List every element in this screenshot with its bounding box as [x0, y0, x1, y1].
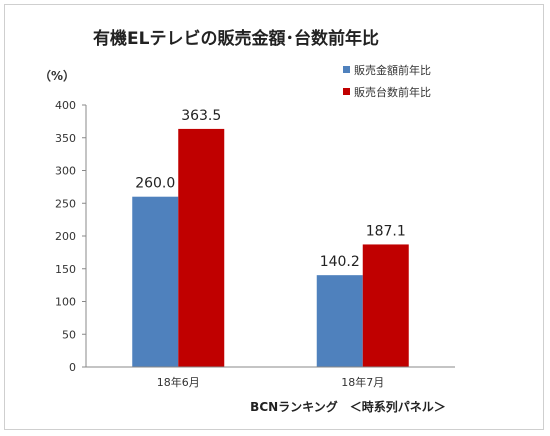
- y-tick-label: 350: [55, 132, 76, 145]
- bar-sales-amount-1: [132, 196, 179, 367]
- bar-sales-amount-2: [316, 275, 363, 367]
- legend-swatch: [343, 88, 350, 95]
- data-label: 187.1: [366, 223, 406, 239]
- bar-unit-sales-2: [362, 244, 409, 367]
- data-label: 140.2: [320, 254, 360, 270]
- data-labels: 260.0 363.5 140.2 187.1: [135, 108, 406, 270]
- legend-label: 販売金額前年比: [354, 63, 431, 77]
- chart-title: 有機ELテレビの販売金額･台数前年比: [93, 28, 379, 49]
- x-axis-categories: 18年6月 18年7月: [157, 375, 385, 389]
- bars: [132, 128, 409, 367]
- y-tick-label: 250: [55, 197, 76, 210]
- legend-label: 販売台数前年比: [354, 85, 431, 99]
- y-tick-label: 150: [55, 263, 76, 276]
- category-label: 18年6月: [157, 375, 200, 389]
- y-tick-label: 400: [55, 99, 76, 112]
- legend-swatch: [343, 66, 350, 73]
- y-tick-label: 50: [62, 328, 76, 341]
- chart-frame: [4, 4, 544, 430]
- y-tick-label: 0: [69, 361, 76, 374]
- category-label: 18年7月: [341, 375, 384, 389]
- y-axis-unit-label: （%）: [39, 68, 75, 83]
- y-tick-label: 200: [55, 230, 76, 243]
- data-label: 363.5: [181, 108, 221, 124]
- y-axis-ticks: 0 50 100 150 200 250 300 350 400: [55, 99, 86, 374]
- source-note: BCNランキング ＜時系列パネル＞: [250, 399, 446, 414]
- y-tick-label: 300: [55, 165, 76, 178]
- y-tick-label: 100: [55, 296, 76, 309]
- bar-unit-sales-1: [178, 128, 225, 367]
- data-label: 260.0: [135, 176, 175, 192]
